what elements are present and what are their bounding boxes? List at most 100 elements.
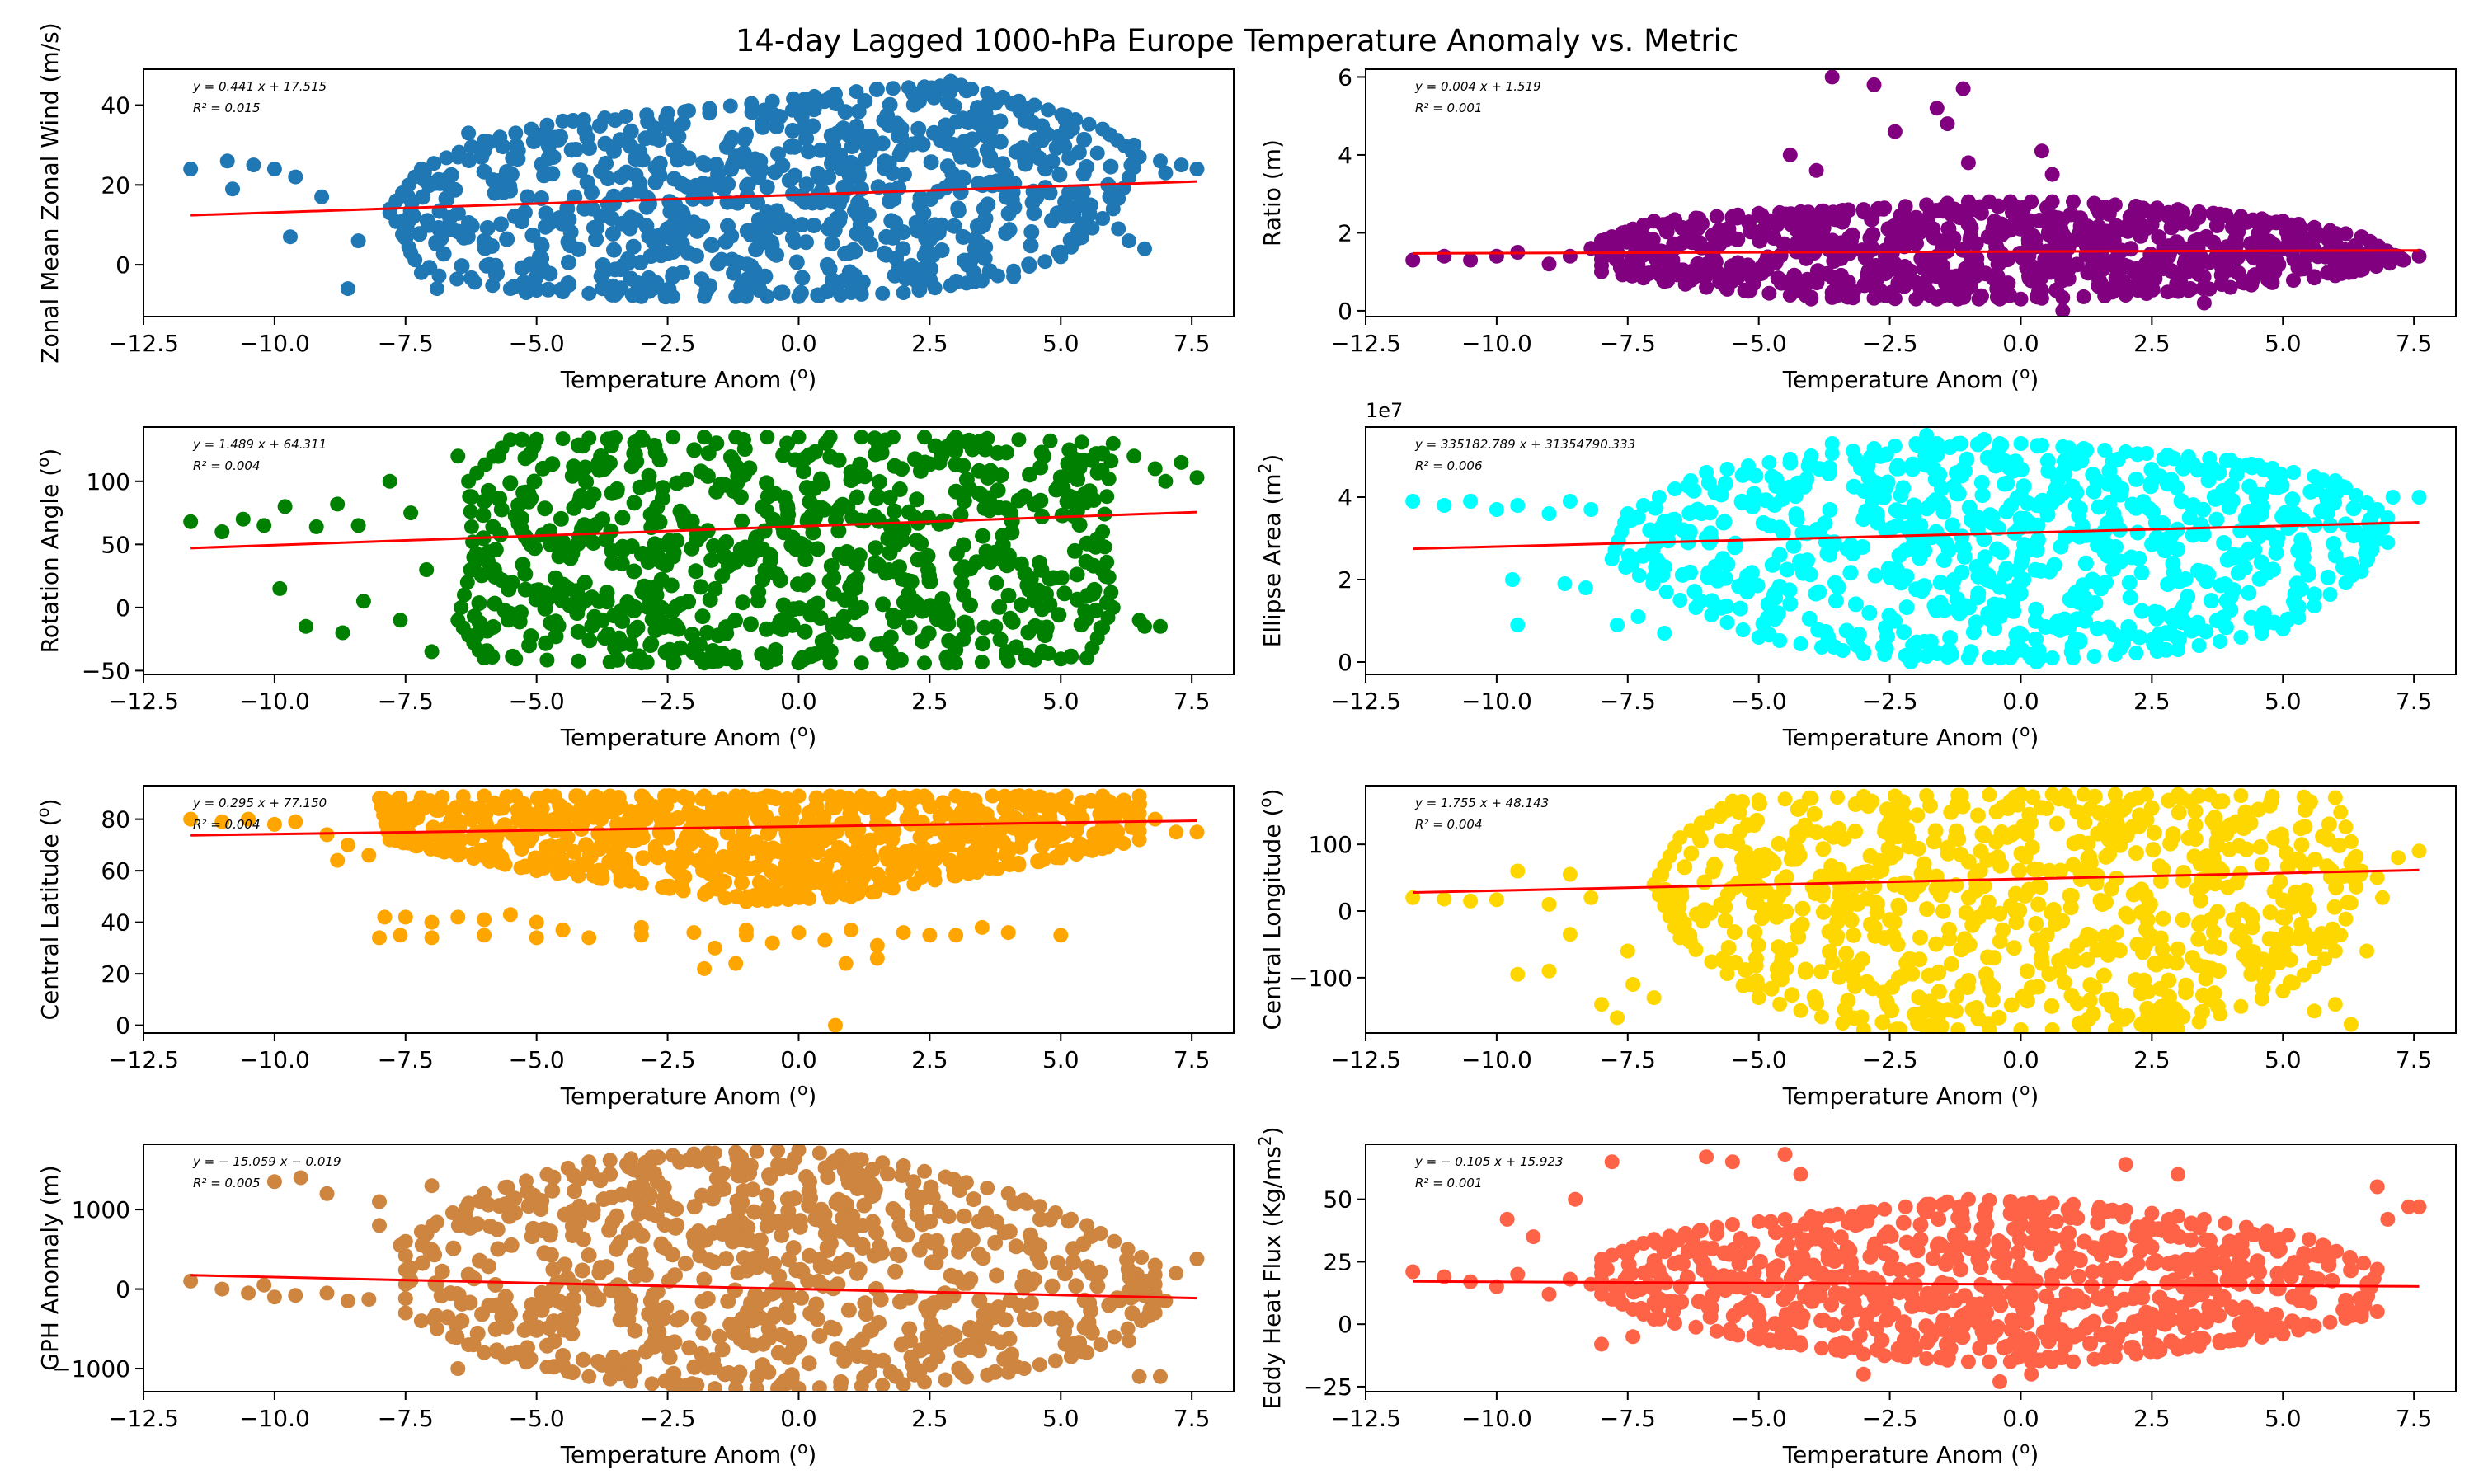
scatter-point — [2202, 281, 2218, 297]
scatter-point — [2203, 593, 2219, 609]
scatter-point — [2098, 992, 2114, 1008]
scatter-series — [1405, 69, 2427, 317]
scatter-point — [1121, 233, 1136, 249]
scatter-point — [728, 956, 744, 971]
scatter-point — [665, 788, 680, 804]
scatter-point — [2187, 803, 2204, 819]
scatter-point — [1660, 533, 1677, 549]
scatter-point — [938, 180, 954, 196]
scatter-point — [1562, 248, 1578, 264]
scatter-point — [1935, 504, 1952, 520]
scatter-point — [1738, 844, 1754, 861]
scatter-point — [1985, 269, 2001, 285]
scatter-point — [2049, 249, 2066, 265]
scatter-point — [970, 837, 986, 853]
scatter-point — [868, 557, 884, 574]
scatter-point — [1657, 626, 1672, 641]
scatter-point — [1931, 984, 1947, 1000]
scatter-point — [477, 788, 492, 804]
scatter-point — [793, 108, 810, 124]
scatter-point — [2021, 806, 2038, 823]
scatter-point — [2013, 462, 2030, 477]
y-tick-label: 20 — [101, 960, 130, 988]
scatter-point — [2175, 912, 2191, 928]
scatter-point — [2072, 210, 2088, 227]
scatter-point — [1799, 223, 1814, 240]
scatter-point — [2106, 237, 2122, 254]
scatter-point — [2217, 490, 2232, 506]
scatter-point — [823, 558, 840, 574]
scatter-point — [576, 801, 593, 818]
scatter-point — [2149, 200, 2165, 216]
scatter-point — [2098, 894, 2114, 910]
scatter-point — [553, 851, 569, 867]
scatter-point — [1041, 102, 1056, 118]
scatter-point — [1960, 853, 1977, 870]
scatter-point — [2062, 899, 2079, 916]
scatter-point — [1645, 576, 1661, 591]
scatter-point — [1630, 609, 1646, 624]
scatter-point — [1618, 560, 1634, 575]
scatter-point — [514, 260, 530, 276]
scatter-point — [1761, 285, 1777, 301]
scatter-point — [604, 210, 620, 227]
scatter-point — [665, 289, 680, 304]
scatter-point — [2142, 476, 2159, 492]
scatter-point — [1784, 987, 1800, 1003]
scatter-point — [2208, 218, 2225, 233]
scatter-point — [1960, 155, 1976, 171]
scatter-point — [910, 120, 927, 137]
scatter-point — [2202, 451, 2218, 466]
scatter-point — [717, 233, 734, 250]
regression-r2: R² = 0.004 — [193, 817, 260, 832]
scatter-point — [283, 229, 298, 245]
scatter-point — [314, 189, 330, 204]
scatter-point — [1919, 649, 1935, 664]
scatter-point — [1830, 579, 1846, 595]
scatter-point — [1824, 270, 1841, 285]
scatter-point — [995, 89, 1011, 105]
scatter-point — [1824, 289, 1840, 305]
x-tick-label: −5.0 — [509, 1046, 565, 1073]
scatter-point — [2280, 229, 2297, 246]
scatter-point — [1615, 267, 1630, 283]
scatter-point — [697, 862, 713, 878]
scatter-point — [1785, 478, 1802, 495]
scatter-point — [409, 838, 425, 854]
scatter-point — [1635, 498, 1651, 513]
scatter-point — [520, 533, 537, 550]
scatter-point — [2118, 444, 2133, 459]
scatter-point — [2046, 556, 2062, 573]
scatter-point — [2197, 564, 2213, 580]
y-tick-label: 0 — [1338, 298, 1352, 325]
scatter-point — [2262, 562, 2279, 578]
scatter-point — [566, 843, 582, 860]
scatter-point — [463, 562, 478, 577]
scatter-point — [678, 829, 694, 845]
scatter-point — [848, 163, 864, 180]
scatter-point — [2225, 912, 2241, 928]
scatter-point — [686, 442, 703, 458]
scatter-point — [873, 636, 890, 652]
scatter-point — [1703, 531, 1719, 547]
scatter-point — [1910, 840, 1926, 857]
scatter-point — [1064, 239, 1079, 255]
scatter-point — [1978, 903, 1994, 919]
scatter-point — [802, 890, 817, 906]
scatter-point — [759, 621, 774, 637]
scatter-point — [272, 580, 288, 596]
scatter-point — [1958, 598, 1974, 614]
scatter-point — [502, 475, 519, 491]
scatter-point — [1095, 121, 1111, 137]
scatter-point — [1039, 126, 1056, 143]
scatter-point — [2027, 561, 2044, 578]
scatter-point — [1962, 232, 1978, 248]
scatter-point — [1027, 652, 1042, 668]
scatter-point — [571, 868, 586, 884]
scatter-point — [1806, 805, 1823, 822]
scatter-point — [882, 182, 898, 199]
scatter-point — [1824, 436, 1840, 451]
scatter-point — [1014, 597, 1029, 613]
scatter-point — [2017, 888, 2034, 904]
scatter-point — [2143, 217, 2160, 232]
